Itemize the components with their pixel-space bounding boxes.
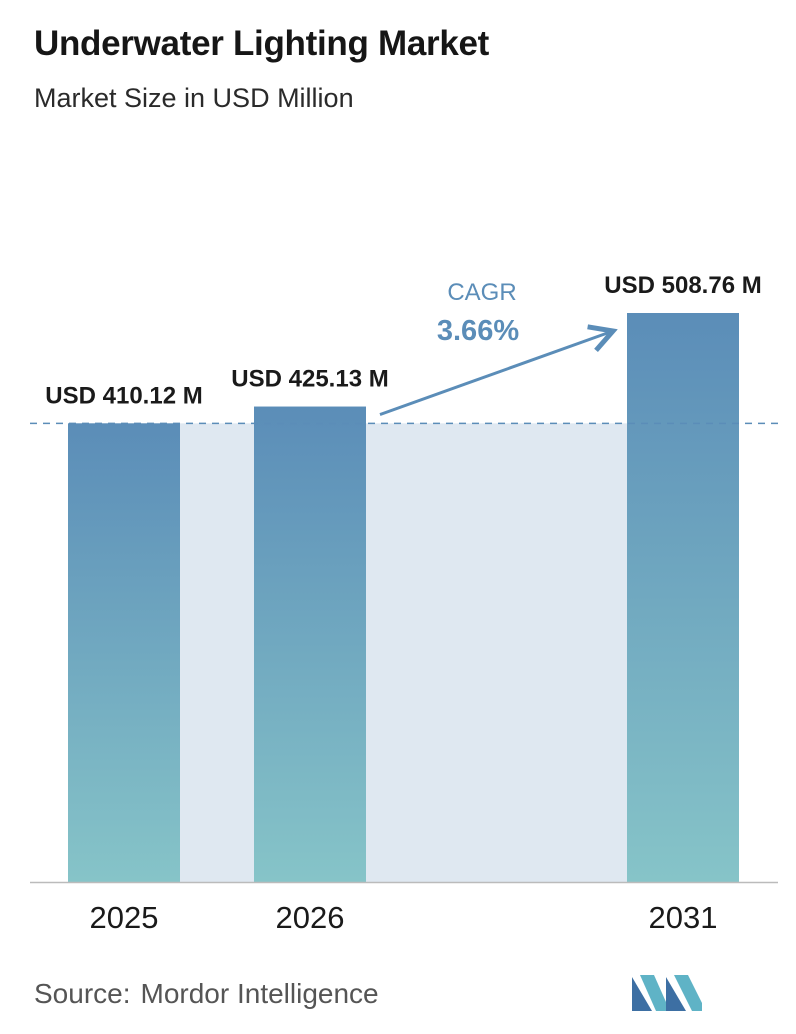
data-label-2026: USD 425.13 M bbox=[231, 366, 388, 393]
data-label-2031: USD 508.76 M bbox=[604, 272, 761, 299]
bar-chart: USD 410.12 M 2025 USD 425.13 M 2026 USD 508.… bbox=[30, 272, 780, 935]
x-tick-label-2025: 2025 bbox=[90, 900, 159, 935]
mordor-intelligence-logo-icon bbox=[632, 975, 702, 1011]
cagr-value: 3.66% bbox=[437, 315, 519, 347]
label-layer: USD 410.12 M 2025 USD 425.13 M 2026 USD 508.… bbox=[45, 272, 761, 935]
source-credit: Source: Mordor Intelligence bbox=[34, 978, 379, 1010]
source-label: Source: bbox=[34, 978, 131, 1009]
cagr-label: CAGR bbox=[447, 279, 516, 306]
bar-2031 bbox=[627, 313, 739, 882]
x-tick-label-2026: 2026 bbox=[276, 900, 345, 935]
chart-subtitle: Market Size in USD Million bbox=[34, 83, 354, 113]
cagr-arrow-icon bbox=[379, 331, 613, 416]
bar-layer bbox=[68, 313, 739, 882]
chart-title: Underwater Lighting Market bbox=[34, 24, 490, 63]
bar-2026 bbox=[254, 406, 366, 882]
source-name: Mordor Intelligence bbox=[140, 978, 379, 1009]
x-tick-label-2031: 2031 bbox=[649, 900, 718, 935]
bar-2025 bbox=[68, 423, 180, 882]
data-label-2025: USD 410.12 M bbox=[45, 382, 202, 409]
